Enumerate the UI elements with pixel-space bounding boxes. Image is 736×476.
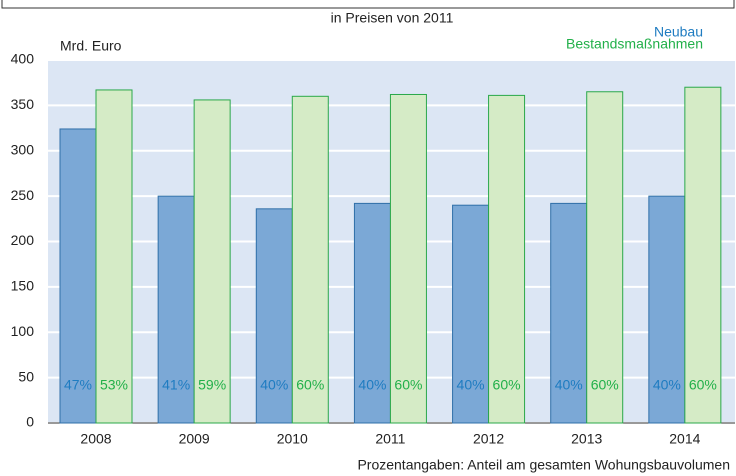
percent-label: 40% — [555, 377, 583, 393]
bar — [488, 94, 526, 424]
x-tick-label: 2009 — [179, 431, 210, 447]
x-tick-label: 2010 — [277, 431, 308, 447]
y-tick-label: 100 — [11, 323, 35, 339]
bar — [550, 202, 588, 424]
y-tick-label: 150 — [11, 278, 35, 294]
footnote: Prozentangaben: Anteil am gesamten Wohun… — [357, 457, 730, 473]
y-axis-label: Mrd. Euro — [60, 38, 122, 54]
chart-subtitle: in Preisen von 2011 — [331, 10, 454, 26]
legend-label: Neubau — [654, 24, 703, 40]
x-tick-label: 2011 — [375, 431, 405, 447]
percent-label: 40% — [358, 377, 386, 393]
percent-label: 60% — [394, 377, 422, 393]
bar — [193, 99, 231, 424]
percent-label: 60% — [296, 377, 324, 393]
bar — [648, 195, 686, 424]
y-tick-label: 250 — [11, 187, 35, 203]
y-tick-label: 300 — [11, 141, 35, 157]
bar — [95, 89, 133, 424]
percent-label: 60% — [689, 377, 717, 393]
x-tick-label: 2013 — [571, 431, 602, 447]
percent-label: 40% — [653, 377, 681, 393]
percent-label: 47% — [64, 377, 92, 393]
bar — [684, 86, 722, 424]
frame — [1, 0, 735, 9]
y-tick-label: 0 — [26, 414, 34, 430]
x-tick-label: 2008 — [80, 431, 111, 447]
y-tick-label: 200 — [11, 232, 35, 248]
percent-label: 53% — [100, 377, 128, 393]
percent-label: 41% — [162, 377, 190, 393]
bar — [353, 202, 391, 424]
legend-label: Bestandsmaßnahmen — [566, 36, 703, 52]
percent-label: 60% — [591, 377, 619, 393]
bar — [389, 93, 427, 424]
bar — [255, 208, 293, 424]
y-tick-label: 400 — [11, 51, 35, 67]
x-tick-label: 2012 — [473, 431, 504, 447]
bar — [157, 195, 195, 424]
y-tick-label: 350 — [11, 96, 35, 112]
percent-label: 59% — [198, 377, 226, 393]
percent-label: 40% — [457, 377, 485, 393]
percent-label: 60% — [493, 377, 521, 393]
percent-label: 40% — [260, 377, 288, 393]
y-tick-label: 50 — [18, 368, 34, 384]
bar — [586, 91, 624, 424]
x-tick-label: 2014 — [669, 431, 700, 447]
bar — [291, 95, 329, 424]
bar — [452, 204, 490, 424]
